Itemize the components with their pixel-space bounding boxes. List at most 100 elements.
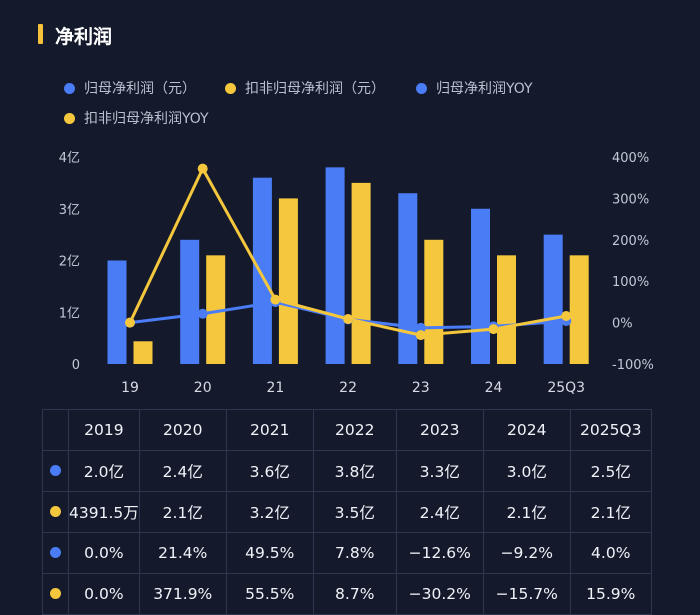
left-axis-tick-label: 1亿 <box>59 306 80 321</box>
table-cell: 2.1亿 <box>138 491 227 533</box>
bar-deducted-net-profit <box>278 198 298 364</box>
table-cell: 3.2亿 <box>225 491 314 533</box>
table-cell: 3.0亿 <box>482 450 571 492</box>
table-cell: 0.0% <box>68 532 140 574</box>
point-deducted-net-profit-yoy <box>415 330 426 341</box>
page-title: 净利润 <box>55 26 113 48</box>
series-dot-icon <box>50 506 61 517</box>
bar-net-profit <box>325 167 345 364</box>
bar-net-profit <box>398 193 418 364</box>
table-cell: 2.4亿 <box>138 450 227 492</box>
bar-net-profit <box>107 260 127 364</box>
point-deducted-net-profit-yoy <box>125 317 135 328</box>
table-row: 0.0% 371.9% 55.5% 8.7% −30.2% −15.7% 15.9% <box>42 573 652 615</box>
table-cell: 2.5亿 <box>569 450 652 492</box>
table-series-cell <box>42 450 69 492</box>
legend-item-net-profit-yoy[interactable]: 归母净利润YOY <box>416 78 533 98</box>
table-cell: 8.7% <box>312 573 397 615</box>
table-cell: 49.5% <box>225 532 314 574</box>
right-axis-tick-label: 200% <box>612 234 649 249</box>
table-header-cell: 2022 <box>312 409 397 451</box>
x-axis-tick-label: 24 <box>485 380 503 396</box>
x-axis-tick-label: 19 <box>121 380 139 396</box>
table-cell: 15.9% <box>569 573 652 615</box>
point-deducted-net-profit-yoy <box>488 324 499 335</box>
bar-deducted-net-profit <box>424 239 444 364</box>
legend-dot-icon <box>64 112 75 124</box>
legend-item-net-profit[interactable]: 归母净利润（元） <box>64 78 196 98</box>
table-header-row: 2019 2020 2021 2022 2023 2024 2025Q3 <box>42 409 652 451</box>
point-net-profit-yoy <box>197 308 208 319</box>
point-deducted-net-profit-yoy <box>270 294 281 305</box>
bar-net-profit <box>471 208 490 364</box>
table-cell: 2.0亿 <box>68 450 140 492</box>
point-deducted-net-profit-yoy <box>197 163 208 174</box>
table-cell: 7.8% <box>312 532 397 574</box>
series-dot-icon <box>50 465 61 476</box>
right-axis-tick-label: 0% <box>612 317 633 332</box>
legend-label: 扣非归母净利润（元） <box>245 81 385 97</box>
table-corner-cell <box>42 409 69 451</box>
data-table: 2019 2020 2021 2022 2023 2024 2025Q3 2.0亿 2.4亿 3.… <box>42 409 652 615</box>
table-cell: 371.9% <box>138 573 227 615</box>
left-axis-tick-label: 4亿 <box>59 151 80 166</box>
left-axis-tick-label: 2亿 <box>59 255 80 270</box>
net-profit-chart: 0 1亿 2亿 3亿 4亿 -100% 0% 100% 200% 300% 400% 19 20 21 22… <box>59 151 654 396</box>
left-axis-tick-label: 0 <box>72 358 80 373</box>
table-row: 0.0% 21.4% 49.5% 7.8% −12.6% −9.2% 4.0% <box>42 532 652 574</box>
legend-label: 归母净利润（元） <box>84 81 196 97</box>
table-series-cell <box>42 532 69 574</box>
table-cell: 3.8亿 <box>312 450 397 492</box>
x-axis-tick-label: 21 <box>266 380 284 396</box>
table-cell: 55.5% <box>225 573 314 615</box>
series-dot-icon <box>50 588 61 599</box>
legend-dot-icon <box>225 82 236 94</box>
table-cell: 2.1亿 <box>569 491 652 533</box>
bar-net-profit <box>180 239 200 364</box>
table-cell: 4391.5万 <box>68 491 140 533</box>
table-header-cell: 2019 <box>68 409 140 451</box>
bar-net-profit <box>543 234 563 364</box>
table-cell: −15.7% <box>482 573 571 615</box>
table-header-cell: 2023 <box>395 409 484 451</box>
right-axis-tick-label: 300% <box>612 192 649 207</box>
x-axis-tick-label: 25Q3 <box>547 380 585 396</box>
x-axis-tick-label: 20 <box>194 380 212 396</box>
table-row: 2.0亿 2.4亿 3.6亿 3.8亿 3.3亿 3.0亿 2.5亿 <box>42 450 652 492</box>
legend-label: 归母净利润YOY <box>436 81 533 97</box>
table-cell: 3.5亿 <box>312 491 397 533</box>
left-axis-tick-label: 3亿 <box>59 203 80 218</box>
legend-dot-icon <box>64 82 75 94</box>
legend-item-deducted-net-profit-yoy[interactable]: 扣非归母净利润YOY <box>64 108 209 128</box>
table-cell: 3.3亿 <box>395 450 484 492</box>
bar-deducted-net-profit <box>569 255 589 364</box>
point-deducted-net-profit-yoy <box>343 313 354 324</box>
x-axis-tick-label: 23 <box>412 380 430 396</box>
right-axis-tick-label: -100% <box>612 358 654 373</box>
bar-deducted-net-profit <box>133 341 153 364</box>
right-axis-tick-label: 400% <box>612 151 649 166</box>
legend-dot-icon <box>416 82 427 94</box>
table-cell: −9.2% <box>482 532 571 574</box>
table-series-cell <box>42 491 69 533</box>
series-dot-icon <box>50 547 61 558</box>
table-cell: −12.6% <box>395 532 484 574</box>
legend-item-deducted-net-profit[interactable]: 扣非归母净利润（元） <box>225 78 385 98</box>
legend-label: 扣非归母净利润YOY <box>84 111 209 127</box>
bar-deducted-net-profit <box>206 255 226 364</box>
point-deducted-net-profit-yoy <box>561 311 572 322</box>
x-axis-tick-label: 22 <box>339 380 357 396</box>
bar-deducted-net-profit <box>351 182 371 364</box>
table-series-cell <box>42 573 69 615</box>
title-accent-bar <box>38 24 43 44</box>
table-cell: 2.1亿 <box>482 491 571 533</box>
point-net-profit-yoy <box>415 322 426 333</box>
table-cell: 2.4亿 <box>395 491 484 533</box>
table-header-cell: 2021 <box>225 409 314 451</box>
bar-deducted-net-profit <box>497 255 516 364</box>
table-header-cell: 2020 <box>138 409 227 451</box>
right-axis-tick-label: 100% <box>612 275 649 290</box>
bar-net-profit <box>252 177 272 364</box>
table-cell: 3.6亿 <box>225 450 314 492</box>
table-cell: −30.2% <box>395 573 484 615</box>
